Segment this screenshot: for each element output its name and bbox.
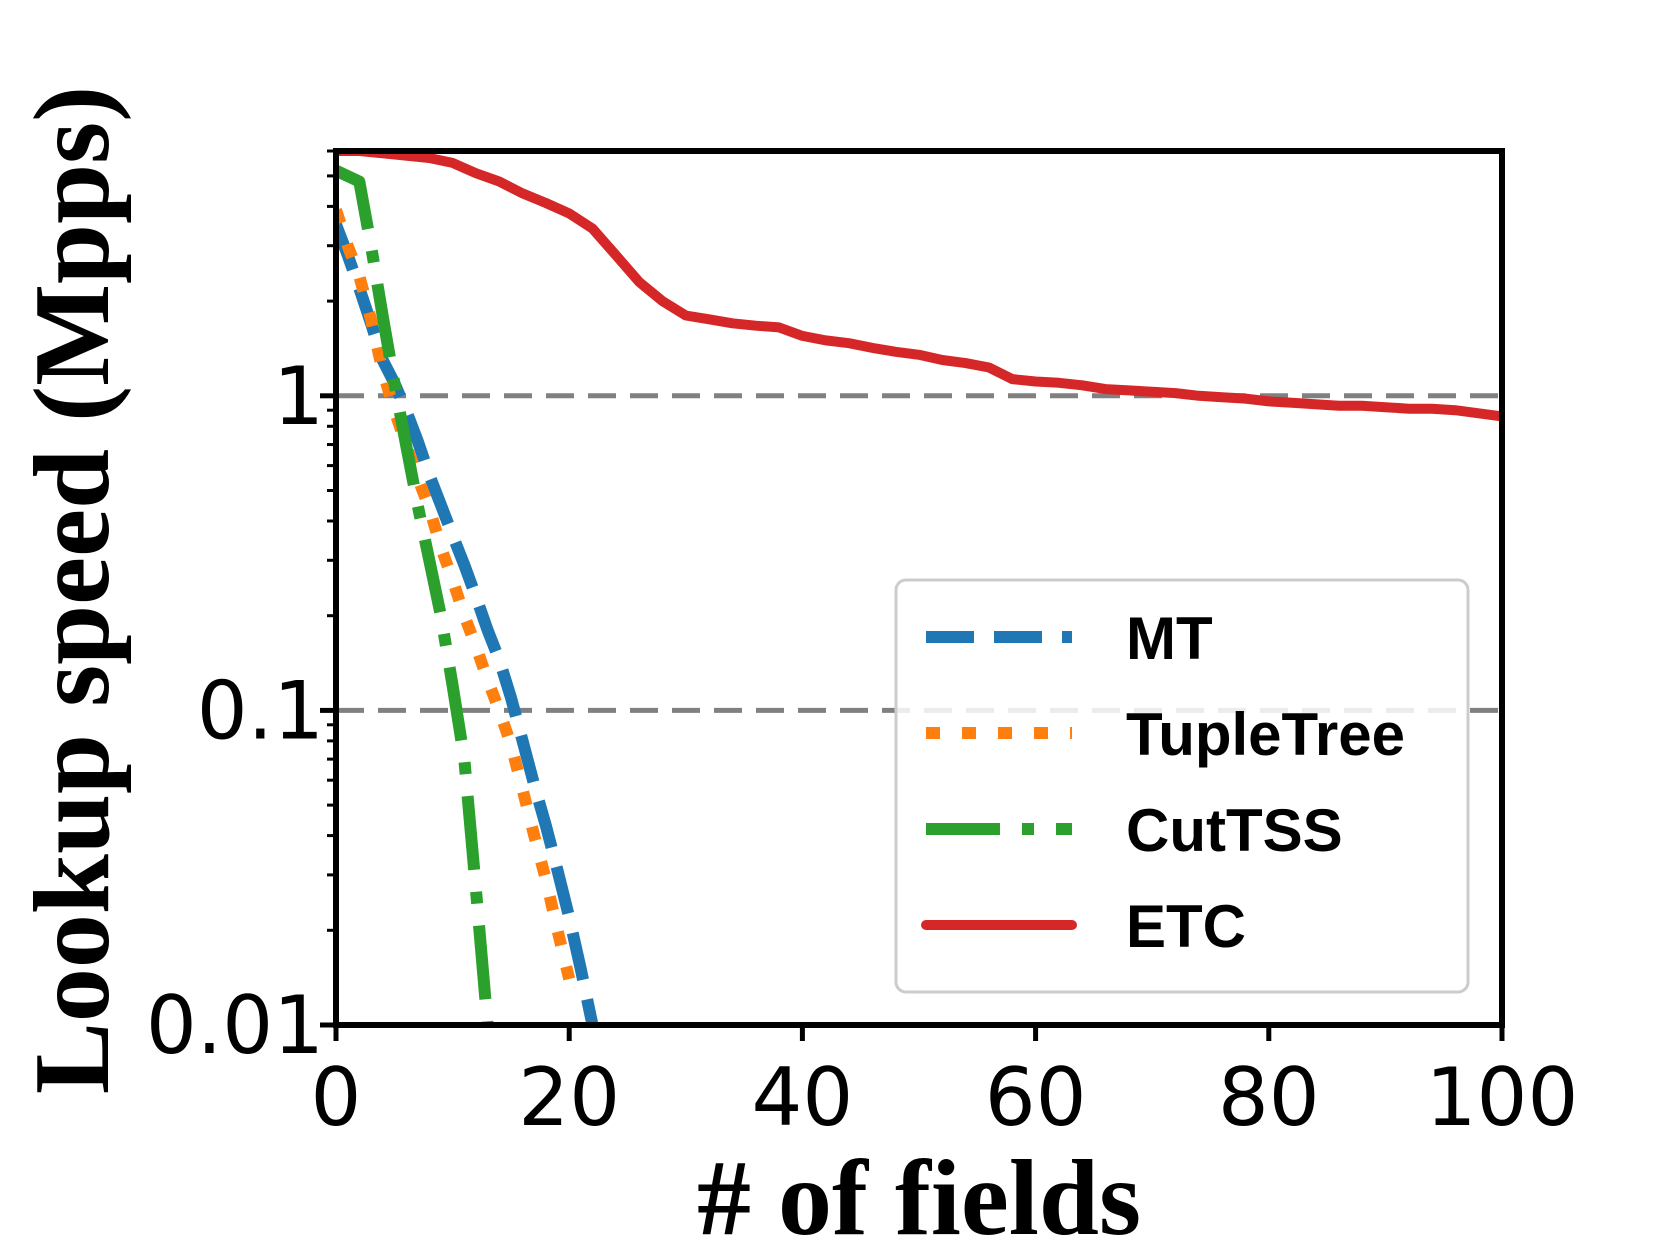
- legend-label-cuttss: CutTSS: [1126, 797, 1343, 864]
- plot-frame: [333, 148, 1505, 1028]
- x-tick-label: 20: [518, 1051, 620, 1144]
- legend-label-tupletree: TupleTree: [1126, 701, 1405, 768]
- y-tick-label: 0.1: [197, 664, 324, 757]
- y-axis-title: Lookup speed (Mpps): [13, 86, 132, 1094]
- x-tick-label: 0: [311, 1051, 362, 1144]
- x-tick-label: 100: [1426, 1051, 1579, 1144]
- x-tick-label: 40: [752, 1051, 854, 1144]
- series-layer: [336, 151, 1502, 1025]
- x-axis-title: # of fields: [697, 1139, 1141, 1246]
- series-line-etc: [336, 151, 1502, 422]
- x-axis: 0 20 40 60 80 100: [311, 1025, 1579, 1144]
- y-tick-label: 1: [273, 350, 324, 443]
- x-tick-label: 60: [985, 1051, 1087, 1144]
- x-tick-label: 80: [1218, 1051, 1320, 1144]
- y-tick-label: 0.01: [146, 979, 324, 1072]
- series-line-mt: [336, 222, 599, 1025]
- legend-label-mt: MT: [1126, 605, 1213, 672]
- y-axis: 1 0.1 0.01: [146, 149, 336, 1072]
- legend-box: [894, 578, 1470, 994]
- legend: MT TupleTree CutTSS ETC: [894, 578, 1470, 994]
- legend-label-etc: ETC: [1126, 893, 1246, 960]
